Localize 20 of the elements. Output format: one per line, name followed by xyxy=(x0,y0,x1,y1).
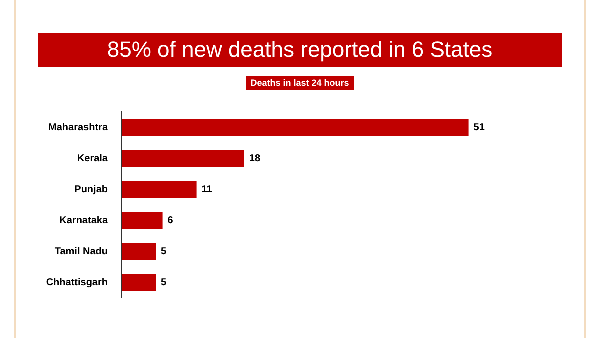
y-tick-label: Chhattisgarh xyxy=(46,277,108,288)
chart-subtitle: Deaths in last 24 hours xyxy=(246,76,354,90)
bar xyxy=(122,150,244,168)
data-label: 11 xyxy=(202,184,213,196)
y-tick-label: Karnataka xyxy=(60,215,108,226)
bar xyxy=(122,118,469,136)
bar xyxy=(122,180,197,198)
data-label: 51 xyxy=(474,122,486,134)
data-label: 18 xyxy=(249,153,261,164)
data-label: 6 xyxy=(168,215,174,226)
bar xyxy=(122,212,163,230)
y-tick-label: Punjab xyxy=(74,184,108,196)
bar xyxy=(122,242,156,260)
data-label: 5 xyxy=(161,246,167,258)
bar xyxy=(122,274,156,292)
y-tick-label: Maharashtra xyxy=(48,122,108,134)
chart-title: 85% of new deaths reported in 6 States xyxy=(38,33,562,67)
data-label: 5 xyxy=(161,277,167,288)
y-tick-label: Tamil Nadu xyxy=(54,246,108,258)
y-tick-label: Kerala xyxy=(77,153,108,164)
